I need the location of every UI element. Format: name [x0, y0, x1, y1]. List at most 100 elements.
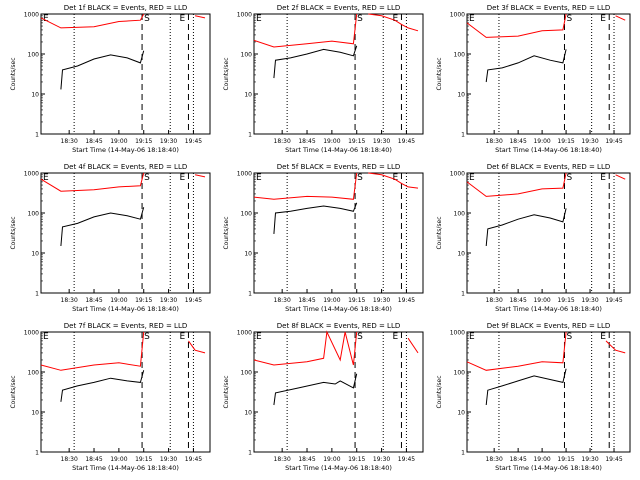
- x-tick-label: 19:45: [398, 297, 415, 304]
- y-tick-label: 1000: [237, 171, 252, 178]
- x-tick-label: 19:45: [185, 456, 202, 463]
- marker-letter-e: E: [43, 332, 49, 342]
- marker-letter-e: E: [600, 173, 606, 183]
- x-tick-label: 18:30: [274, 456, 291, 463]
- x-axis-label: Start Time (14-May-06 18:18:40): [495, 146, 602, 154]
- y-tick-label: 1000: [24, 171, 39, 178]
- events-series-line: [60, 370, 145, 402]
- marker-letter-e: E: [179, 332, 185, 342]
- x-tick-label: 18:30: [486, 138, 503, 145]
- x-tick-label: 18:45: [298, 138, 315, 145]
- marker-letter-s: S: [566, 173, 572, 183]
- chart-title: Det 2f BLACK = Events, RED = LLD: [277, 4, 400, 12]
- x-axis-label: Start Time (14-May-06 18:18:40): [72, 146, 179, 154]
- events-series-line: [273, 45, 358, 79]
- plot-frame: [466, 13, 631, 135]
- lld-series-line: [368, 13, 419, 32]
- plot-frame: [40, 331, 211, 453]
- marker-letter-e: E: [600, 332, 606, 342]
- lld-series-line: [615, 15, 626, 21]
- chart-panel-3: Det 3f BLACK = Events, RED = LLD 1 10 100 10…: [436, 4, 631, 154]
- lld-series-line: [615, 174, 626, 180]
- y-tick-label: 1: [461, 450, 465, 457]
- x-tick-label: 18:30: [486, 456, 503, 463]
- chart-panel-9: Det 9f BLACK = Events, RED = LLD 1 10 100 10…: [436, 322, 631, 472]
- y-axis-label: Counts/sec: [436, 375, 443, 408]
- marker-letter-e: E: [179, 14, 185, 24]
- events-series-line: [273, 202, 358, 234]
- y-tick-label: 10: [244, 251, 252, 258]
- x-tick-label: 18:45: [298, 456, 315, 463]
- y-axis-label: Counts/sec: [436, 57, 443, 90]
- x-tick-label: 18:30: [486, 297, 503, 304]
- y-tick-label: 10: [457, 92, 465, 99]
- y-tick-label: 100: [28, 52, 40, 59]
- x-tick-label: 18:45: [509, 297, 526, 304]
- x-tick-label: 19:15: [135, 297, 152, 304]
- lld-series-line: [40, 331, 145, 371]
- x-tick-label: 18:45: [85, 297, 102, 304]
- y-tick-label: 1000: [450, 330, 465, 337]
- x-axis-label: Start Time (14-May-06 18:18:40): [495, 464, 602, 472]
- x-tick-label: 19:15: [348, 297, 365, 304]
- lld-series-line: [253, 330, 358, 366]
- x-tick-label: 19:30: [581, 297, 598, 304]
- marker-letter-s: S: [144, 332, 150, 342]
- x-tick-label: 19:00: [110, 138, 127, 145]
- x-tick-label: 19:15: [135, 456, 152, 463]
- y-tick-label: 10: [457, 251, 465, 258]
- plot-frame: [253, 13, 424, 135]
- x-tick-label: 19:00: [533, 138, 550, 145]
- y-tick-label: 1000: [237, 330, 252, 337]
- x-tick-label: 19:45: [185, 138, 202, 145]
- plot-frame: [253, 331, 424, 453]
- y-tick-label: 1000: [450, 12, 465, 19]
- x-tick-label: 18:30: [61, 138, 78, 145]
- x-tick-label: 18:30: [61, 297, 78, 304]
- x-tick-label: 19:00: [110, 297, 127, 304]
- x-axis-label: Start Time (14-May-06 18:18:40): [495, 305, 602, 313]
- lld-series-line: [40, 172, 145, 192]
- chart-title: Det 4f BLACK = Events, RED = LLD: [64, 163, 187, 171]
- marker-letter-e: E: [256, 332, 262, 342]
- marker-letter-e: E: [469, 173, 475, 183]
- plot-frame: [253, 172, 424, 294]
- x-axis-label: Start Time (14-May-06 18:18:40): [72, 305, 179, 313]
- y-tick-label: 1000: [24, 330, 39, 337]
- y-tick-label: 1: [248, 291, 252, 298]
- x-tick-label: 19:30: [373, 138, 390, 145]
- x-axis-label: Start Time (14-May-06 18:18:40): [72, 464, 179, 472]
- y-axis-label: Counts/sec: [223, 57, 230, 90]
- x-tick-label: 18:45: [85, 138, 102, 145]
- x-tick-label: 19:45: [398, 138, 415, 145]
- y-tick-label: 1: [461, 291, 465, 298]
- y-tick-label: 10: [31, 251, 39, 258]
- x-tick-label: 19:15: [348, 456, 365, 463]
- x-tick-label: 19:00: [323, 456, 340, 463]
- y-tick-label: 10: [457, 410, 465, 417]
- marker-letter-e: E: [392, 332, 398, 342]
- marker-letter-s: S: [357, 14, 363, 24]
- x-tick-label: 19:45: [605, 297, 622, 304]
- x-axis-label: Start Time (14-May-06 18:18:40): [285, 305, 392, 313]
- x-tick-label: 18:45: [298, 297, 315, 304]
- events-series-line: [485, 208, 567, 247]
- y-tick-label: 1: [248, 450, 252, 457]
- plot-frame: [40, 172, 211, 294]
- y-axis-label: Counts/sec: [223, 375, 230, 408]
- x-tick-label: 18:30: [61, 456, 78, 463]
- chart-panel-5: Det 5f BLACK = Events, RED = LLD 1 10 100 10…: [223, 163, 424, 313]
- chart-title: Det 8f BLACK = Events, RED = LLD: [277, 322, 400, 330]
- y-tick-label: 100: [454, 52, 466, 59]
- y-tick-label: 1: [248, 132, 252, 139]
- y-axis-label: Counts/sec: [10, 216, 17, 249]
- chart-title: Det 3f BLACK = Events, RED = LLD: [487, 4, 610, 12]
- lld-series-line: [466, 13, 567, 38]
- x-tick-label: 19:45: [605, 138, 622, 145]
- marker-letter-e: E: [256, 14, 262, 24]
- marker-letter-e: E: [600, 14, 606, 24]
- events-series-line: [485, 368, 567, 406]
- y-tick-label: 1000: [450, 171, 465, 178]
- plot-frame: [466, 172, 631, 294]
